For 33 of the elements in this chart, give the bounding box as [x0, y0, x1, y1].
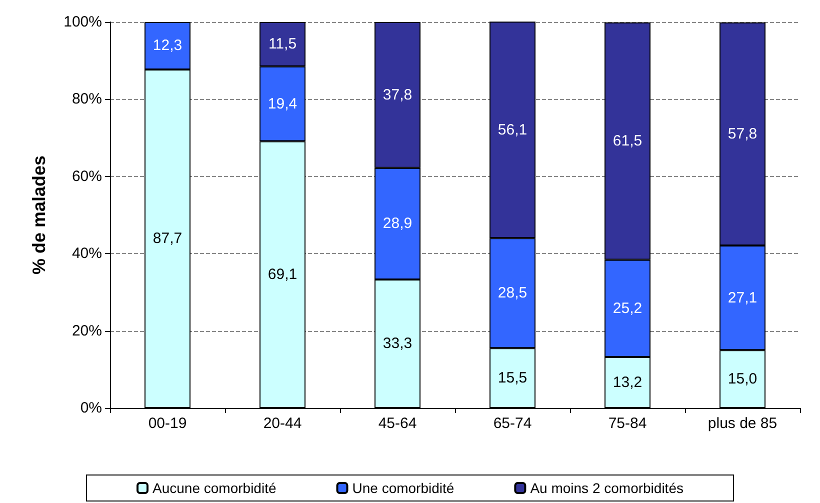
data-label: 28,5: [498, 284, 528, 302]
data-label: 61,5: [612, 132, 642, 150]
data-label: 25,2: [612, 300, 642, 317]
data-label: 33,3: [382, 335, 412, 352]
data-label: 15,0: [728, 370, 758, 388]
data-label: 28,9: [382, 215, 412, 232]
y-tick-label: 0%: [80, 400, 102, 416]
x-tick-label: 45-64: [378, 415, 417, 432]
x-tick-label: 75-84: [608, 415, 647, 432]
legend-label: Au moins 2 comorbidités: [530, 480, 684, 496]
data-label: 13,2: [612, 374, 642, 392]
legend-label: Une comorbidité: [352, 480, 454, 496]
x-tick-label: plus de 85: [708, 415, 778, 432]
data-label: 69,1: [268, 266, 298, 284]
y-tick-label: 40%: [72, 245, 102, 262]
data-label: 56,1: [498, 121, 528, 138]
x-tick-label: 00-19: [148, 415, 187, 432]
x-tick-label: 20-44: [263, 415, 302, 432]
data-label: 15,5: [498, 370, 528, 387]
y-tick-label: 60%: [72, 168, 102, 185]
data-label: 87,7: [152, 230, 182, 248]
data-label: 27,1: [728, 289, 758, 306]
data-label: 11,5: [268, 36, 297, 53]
x-tick-label: 65-74: [493, 415, 532, 432]
y-tick-label: 80%: [72, 90, 102, 108]
legend-label: Aucune comorbidité: [152, 480, 276, 496]
data-label: 37,8: [382, 86, 412, 104]
y-axis-title: % de malades: [29, 155, 49, 275]
y-tick-label: 20%: [72, 322, 102, 340]
data-label: 12,3: [152, 37, 182, 54]
data-label: 57,8: [728, 125, 758, 142]
y-tick-label: 100%: [64, 14, 102, 30]
data-label: 19,4: [268, 95, 298, 112]
